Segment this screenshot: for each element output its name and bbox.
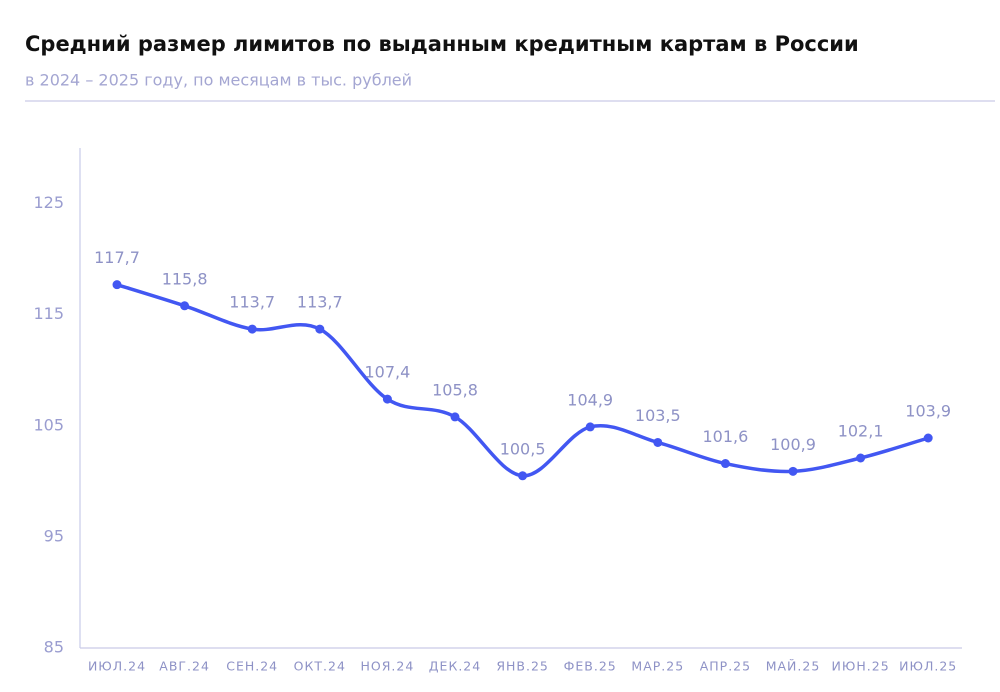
data-label: 107,4 [364, 363, 410, 382]
x-tick-label: АПР.25 [700, 659, 751, 674]
data-point [653, 437, 663, 447]
data-point [315, 324, 325, 334]
data-label: 103,5 [635, 406, 681, 425]
data-point [450, 412, 460, 422]
data-point [180, 301, 190, 311]
x-tick-label: ИЮЛ.24 [88, 659, 146, 674]
data-label: 113,7 [229, 293, 275, 312]
chart-title: Средний размер лимитов по выданным креди… [25, 32, 859, 56]
x-tick-label: ИЮН.25 [832, 659, 890, 674]
data-point [585, 422, 595, 432]
data-label: 103,9 [905, 402, 951, 421]
x-tick-label: ЯНВ.25 [496, 659, 549, 674]
x-tick-label: ИЮЛ.25 [899, 659, 957, 674]
x-tick-label: МАР.25 [631, 659, 684, 674]
data-label: 117,7 [94, 248, 140, 267]
x-tick-label: НОЯ.24 [360, 659, 414, 674]
data-point [856, 453, 866, 463]
y-tick-label: 105 [33, 415, 64, 434]
data-point [720, 459, 730, 469]
x-tick-label: ОКТ.24 [294, 659, 346, 674]
x-tick-label: ФЕВ.25 [564, 659, 617, 674]
data-point [518, 471, 528, 481]
data-label: 104,9 [567, 390, 613, 409]
data-label: 101,6 [702, 427, 748, 446]
data-label: 100,9 [770, 435, 816, 454]
data-label: 113,7 [297, 293, 343, 312]
data-point [923, 433, 933, 443]
y-tick-label: 95 [44, 526, 64, 545]
data-point [382, 394, 392, 404]
data-label: 115,8 [162, 269, 208, 288]
data-label: 105,8 [432, 380, 478, 399]
y-tick-label: 85 [44, 638, 64, 657]
x-tick-label: СЕН.24 [226, 659, 278, 674]
data-label: 102,1 [838, 422, 884, 441]
y-tick-label: 125 [33, 193, 64, 212]
data-point [247, 324, 257, 334]
x-tick-label: ДЕК.24 [429, 659, 481, 674]
chart-subtitle: в 2024 – 2025 году, по месяцам в тыс. ру… [25, 71, 412, 90]
data-point [788, 466, 798, 476]
data-point [112, 280, 122, 290]
data-label: 100,5 [500, 439, 546, 458]
y-tick-label: 115 [33, 304, 64, 323]
x-tick-label: АВГ.24 [159, 659, 210, 674]
x-tick-label: МАЙ.25 [766, 659, 821, 674]
